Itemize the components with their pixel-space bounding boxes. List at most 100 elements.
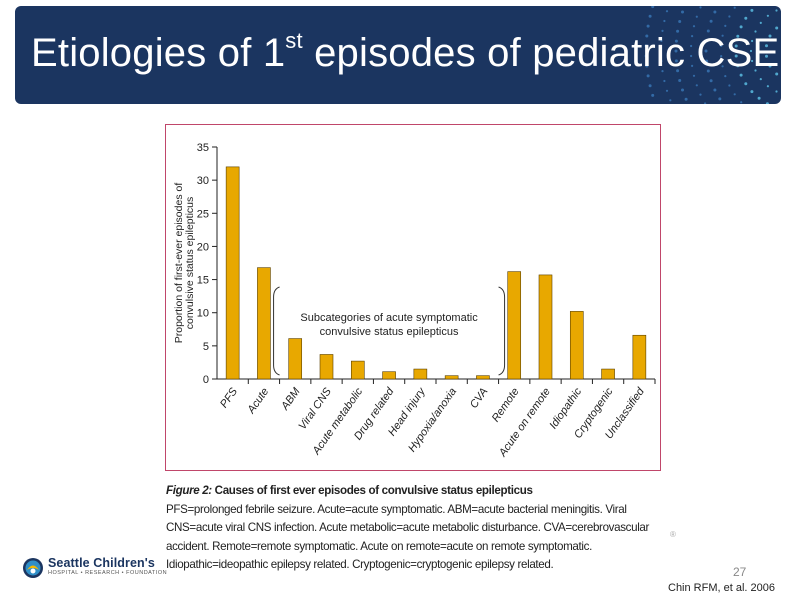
decor-dot bbox=[681, 10, 684, 14]
decor-dot bbox=[699, 93, 702, 96]
seattle-childrens-logo: Seattle Children's HOSPITAL • RESEARCH •… bbox=[22, 557, 167, 579]
decor-dot bbox=[709, 79, 713, 83]
decor-dot bbox=[751, 39, 754, 43]
decor-dot bbox=[744, 82, 748, 86]
decor-dot bbox=[739, 25, 743, 29]
title-bar: Etiologies of 1st episodes of pediatric … bbox=[15, 6, 781, 104]
y-tick-label: 5 bbox=[203, 341, 209, 353]
bracket-left bbox=[273, 286, 280, 376]
decor-dot bbox=[651, 6, 655, 9]
decor-dot bbox=[661, 29, 664, 32]
decor-dot bbox=[691, 64, 694, 67]
decor-dot bbox=[678, 79, 682, 82]
decor-dot bbox=[678, 20, 682, 23]
decor-dot bbox=[674, 59, 678, 63]
x-tick-label: CVA bbox=[468, 386, 490, 411]
decor-dot bbox=[699, 6, 702, 9]
decor-dot bbox=[757, 96, 761, 100]
decor-dot bbox=[659, 49, 663, 53]
x-tick-label: PFS bbox=[218, 385, 240, 410]
y-tick-label: 20 bbox=[197, 241, 209, 253]
decor-dot bbox=[665, 89, 669, 92]
decor-dot bbox=[660, 39, 663, 43]
decor-dot bbox=[676, 69, 680, 73]
decor-dot bbox=[775, 9, 778, 12]
decor-dot bbox=[734, 54, 738, 58]
decor-dot bbox=[706, 69, 710, 73]
bar bbox=[569, 311, 584, 380]
decor-dot bbox=[709, 19, 713, 23]
decor-dot bbox=[775, 26, 779, 30]
decor-dot bbox=[665, 10, 669, 13]
y-tick-label: 10 bbox=[197, 308, 209, 320]
bar bbox=[632, 334, 647, 380]
decor-dot bbox=[736, 34, 740, 38]
bar bbox=[382, 371, 396, 380]
decor-dot bbox=[775, 72, 779, 76]
decor-dot bbox=[645, 34, 649, 38]
decor-dot bbox=[706, 29, 710, 33]
decor-dot bbox=[663, 79, 666, 83]
caption-title: Figure 2: Causes of first ever episodes … bbox=[166, 484, 533, 497]
bar bbox=[225, 166, 240, 380]
decor-dot bbox=[728, 15, 731, 18]
decor-dot bbox=[759, 78, 762, 81]
decor-dot bbox=[663, 19, 666, 23]
decor-dot bbox=[690, 44, 693, 48]
decor-dot bbox=[645, 64, 649, 68]
decor-dot bbox=[644, 44, 648, 48]
y-tick-label: 15 bbox=[197, 275, 209, 287]
bar bbox=[538, 274, 553, 380]
decor-dot bbox=[733, 6, 736, 9]
decor-dot bbox=[690, 54, 693, 58]
decor-dot bbox=[695, 15, 698, 18]
decor-dot bbox=[644, 54, 648, 58]
decor-dot bbox=[766, 14, 769, 17]
bar bbox=[601, 368, 615, 380]
decor-dot bbox=[660, 60, 663, 63]
caption-text: PFS=prolonged febrile seizure. Acute=acu… bbox=[166, 502, 650, 572]
bar bbox=[476, 375, 490, 380]
decor-dot bbox=[724, 24, 727, 27]
decor-dot bbox=[736, 64, 740, 68]
decor-dot bbox=[749, 49, 753, 53]
y-axis-title: convulsive status epilepticus bbox=[184, 197, 196, 330]
decor-dot bbox=[674, 39, 678, 43]
bar-chart: 0 5 10 15 20 25 30 35 Proportion of first-ever e… bbox=[173, 142, 656, 460]
decor-dot bbox=[674, 49, 678, 53]
decor-dot bbox=[744, 16, 748, 20]
decor-dot bbox=[718, 97, 722, 101]
source-citation: Chin RFM, et al. 2006 bbox=[668, 582, 775, 594]
slide-title: Etiologies of 1st episodes of pediatric … bbox=[31, 28, 780, 75]
figure-caption: Figure 2: Causes of first ever episodes … bbox=[166, 482, 666, 575]
decor-dot bbox=[768, 34, 772, 38]
logo-icon bbox=[23, 558, 43, 578]
decor-dot bbox=[684, 97, 688, 101]
decor-dot bbox=[646, 24, 650, 28]
decor-dot bbox=[751, 59, 754, 63]
decor-dot bbox=[681, 88, 684, 92]
bar bbox=[444, 375, 459, 380]
decor-dot bbox=[750, 8, 754, 12]
decor-dot bbox=[691, 35, 694, 38]
decor-dot bbox=[754, 69, 757, 72]
decor-dot bbox=[661, 70, 664, 73]
decor-dot bbox=[765, 54, 768, 58]
decor-dot bbox=[765, 102, 769, 104]
x-tick-label: Acute bbox=[245, 386, 272, 417]
bar bbox=[319, 354, 334, 380]
decor-dot bbox=[733, 93, 736, 96]
bracket-right bbox=[498, 286, 506, 376]
registered-mark: ® bbox=[670, 530, 676, 539]
decor-dot bbox=[692, 25, 696, 28]
decor-dot bbox=[648, 14, 652, 18]
decorative-dots-icon bbox=[644, 6, 779, 104]
decor-dot bbox=[721, 34, 724, 37]
decor-dot bbox=[775, 90, 778, 93]
decor-dot bbox=[766, 85, 769, 88]
subcategory-annotation: convulsive status epilepticus bbox=[320, 326, 459, 338]
decor-dot bbox=[705, 59, 709, 63]
decor-dot bbox=[739, 73, 743, 77]
decor-dot bbox=[676, 29, 680, 33]
bar bbox=[257, 267, 271, 380]
